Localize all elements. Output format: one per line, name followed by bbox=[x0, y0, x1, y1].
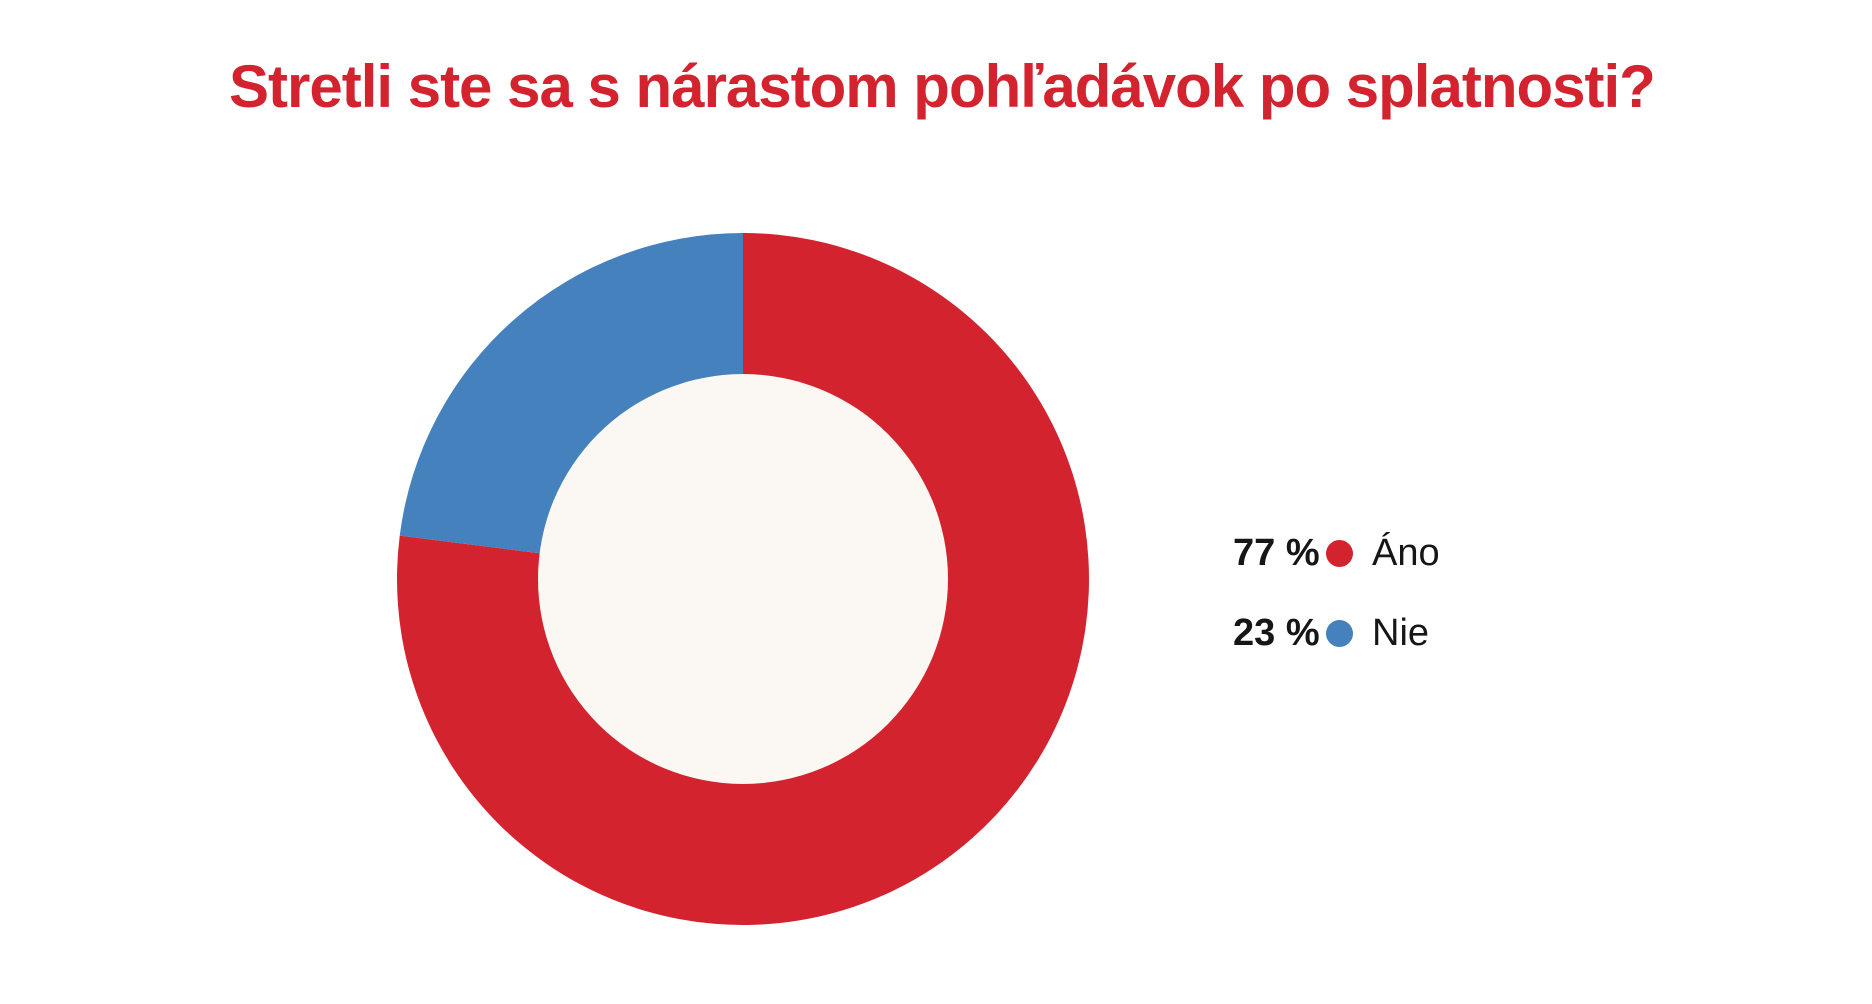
legend-dot-nie bbox=[1326, 619, 1353, 647]
legend-item-nie: 23 % Nie bbox=[1233, 593, 1440, 673]
chart-title: Stretli ste sa s nárastom pohľadávok po … bbox=[229, 53, 1656, 120]
legend-label-nie: Nie bbox=[1372, 611, 1430, 654]
chart-legend: 77 % Áno 23 % Nie bbox=[1233, 513, 1440, 673]
legend-item-ano: 77 % Áno bbox=[1233, 513, 1440, 593]
legend-label-ano: Áno bbox=[1372, 531, 1440, 574]
legend-value-ano: 77 % bbox=[1233, 531, 1320, 574]
legend-dot-ano bbox=[1326, 539, 1353, 567]
donut-hole bbox=[538, 374, 948, 784]
legend-value-nie: 23 % bbox=[1233, 611, 1320, 654]
